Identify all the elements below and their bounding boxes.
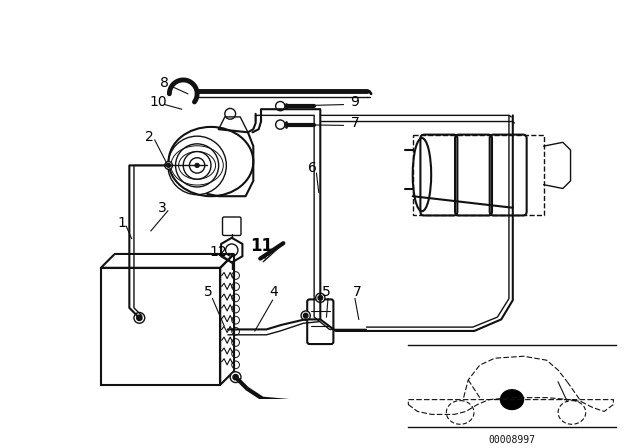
Circle shape	[195, 163, 200, 168]
Circle shape	[167, 164, 170, 167]
Text: 1: 1	[117, 216, 126, 230]
Circle shape	[230, 372, 241, 383]
Text: 11: 11	[250, 237, 273, 255]
Text: 12: 12	[210, 246, 227, 259]
Circle shape	[558, 401, 586, 424]
Circle shape	[446, 401, 474, 424]
Text: 3: 3	[158, 201, 167, 215]
Circle shape	[234, 375, 238, 379]
Bar	[101, 268, 220, 385]
Text: 7: 7	[351, 116, 359, 130]
Circle shape	[301, 311, 310, 320]
Circle shape	[318, 296, 322, 300]
Circle shape	[276, 102, 285, 111]
Text: 9: 9	[351, 95, 360, 108]
Text: 6: 6	[308, 161, 317, 175]
Circle shape	[137, 315, 141, 320]
Bar	[413, 134, 543, 215]
Circle shape	[276, 120, 285, 129]
Text: 5: 5	[322, 285, 331, 299]
Text: 2: 2	[145, 130, 154, 144]
Text: 10: 10	[150, 95, 168, 108]
Circle shape	[304, 314, 308, 318]
Text: 4: 4	[269, 285, 278, 299]
Circle shape	[500, 390, 524, 409]
Text: 7: 7	[353, 285, 362, 299]
Text: 5: 5	[204, 285, 213, 299]
Circle shape	[164, 162, 172, 169]
Text: 00008997: 00008997	[488, 435, 536, 445]
Circle shape	[225, 108, 236, 119]
Circle shape	[134, 313, 145, 323]
Text: 8: 8	[161, 76, 169, 90]
Circle shape	[316, 293, 325, 302]
